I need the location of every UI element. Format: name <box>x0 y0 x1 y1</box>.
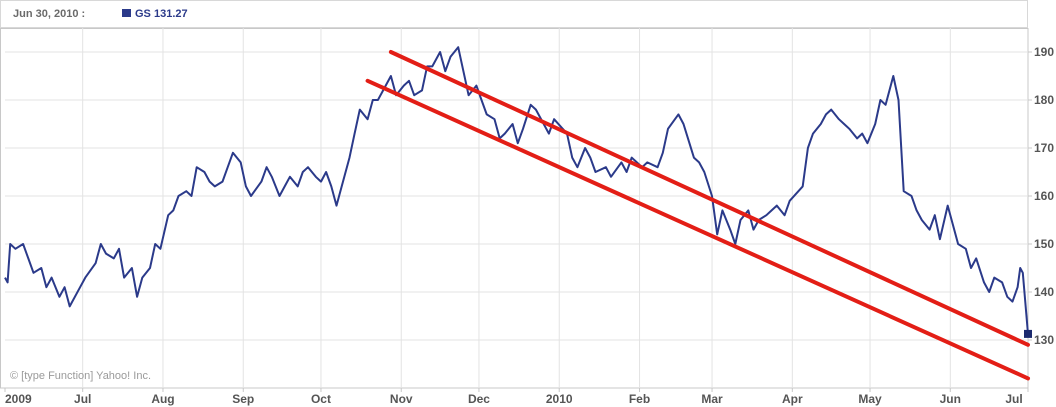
x-tick-label: Sep <box>232 392 254 406</box>
y-tick-label: 190 <box>1034 45 1054 59</box>
legend-last-value: 131.27 <box>153 8 188 20</box>
y-tick-label: 150 <box>1034 237 1054 251</box>
price-series-line <box>4 46 1029 334</box>
x-tick-label: Oct <box>311 392 331 406</box>
copyright-text: © [type Function] Yahoo! Inc. <box>10 370 151 382</box>
x-tick-label: 2009 <box>5 392 32 406</box>
chart-header: Jun 30, 2010 : GS 131.27 <box>0 0 1028 28</box>
x-tick-label: Dec <box>468 392 490 406</box>
x-tick-label: Jun <box>940 392 961 406</box>
series-swatch-icon <box>122 9 131 17</box>
trend-channel-line <box>365 78 1030 381</box>
x-tick-label: Jul <box>74 392 91 406</box>
legend-ticker: GS <box>135 8 151 20</box>
x-tick-label: Mar <box>701 392 723 406</box>
y-tick-label: 180 <box>1034 93 1054 107</box>
x-tick-label: Aug <box>151 392 174 406</box>
y-tick-label: 160 <box>1034 189 1054 203</box>
last-price-marker <box>1024 329 1032 338</box>
date-label: Jun 30, 2010 : <box>13 8 86 20</box>
legend-item[interactable]: GS 131.27 <box>122 8 188 20</box>
x-tick-label: Nov <box>390 392 413 406</box>
y-tick-label: 170 <box>1034 141 1054 155</box>
x-tick-label: Jul <box>1005 392 1022 406</box>
y-tick-label: 130 <box>1034 333 1054 347</box>
x-tick-label: Feb <box>629 392 650 406</box>
x-tick-label: May <box>858 392 882 406</box>
x-tick-label: 2010 <box>546 392 573 406</box>
trend-channel-line <box>388 50 1030 347</box>
x-tick-label: Apr <box>782 392 803 406</box>
plot-frame <box>0 28 1029 389</box>
y-tick-label: 140 <box>1034 285 1054 299</box>
